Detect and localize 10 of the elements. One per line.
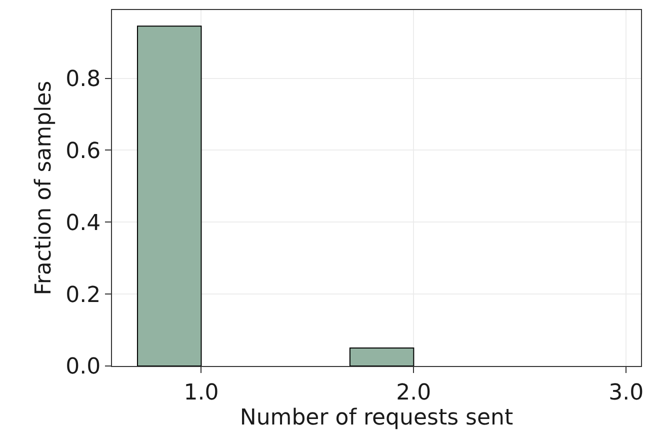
- x-tick-label: 3.0: [608, 380, 644, 406]
- x-axis-title: Number of requests sent: [240, 405, 514, 430]
- y-tick-label: 0.8: [66, 67, 101, 92]
- x-tick-label: 2.0: [396, 380, 432, 406]
- y-axis-title: Fraction of samples: [31, 80, 56, 296]
- y-tick-label: 0.4: [66, 210, 101, 236]
- y-tick-label: 0.0: [66, 354, 101, 380]
- x-tick-label: 1.0: [184, 380, 219, 406]
- y-tick-label: 0.6: [66, 138, 101, 164]
- y-tick-label: 0.2: [66, 282, 101, 308]
